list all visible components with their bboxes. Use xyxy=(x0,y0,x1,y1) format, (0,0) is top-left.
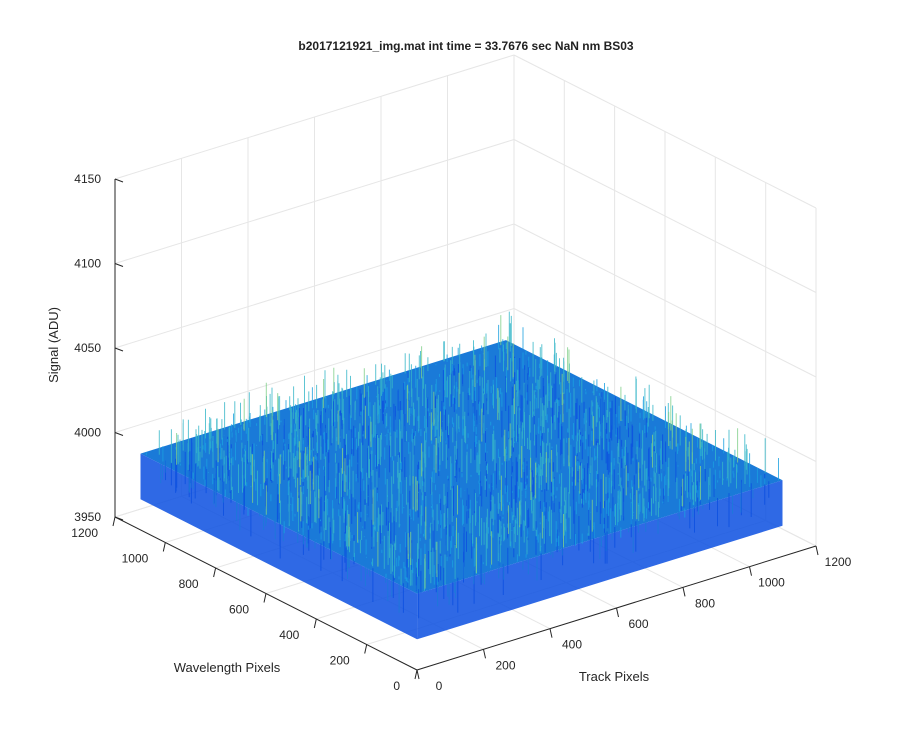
z-tick-mark xyxy=(114,263,124,267)
side-wall-grid-line xyxy=(513,139,817,293)
back-wall-grid-line xyxy=(114,308,515,433)
x-tick-mark xyxy=(416,669,420,680)
x-tick-label: 1000 xyxy=(758,576,785,590)
axis-lines xyxy=(112,178,819,680)
y-axis-label: Wavelength Pixels xyxy=(174,660,281,675)
x-tick-label: 400 xyxy=(562,638,582,652)
y-tick-mark xyxy=(263,593,267,603)
z-tick-mark xyxy=(114,347,124,352)
x-tick-label: 200 xyxy=(495,658,515,672)
z-tick-mark xyxy=(114,432,124,436)
side-wall-grid-line xyxy=(513,223,817,378)
back-wall-grid-line xyxy=(114,223,515,349)
z-tick-label: 4050 xyxy=(74,341,101,355)
z-tick-label: 4150 xyxy=(74,172,101,186)
z-tick-label: 4100 xyxy=(74,257,101,271)
x-tick-label: 0 xyxy=(436,679,443,693)
x-tick-mark xyxy=(616,607,619,618)
x-tick-label: 600 xyxy=(628,617,648,631)
surface xyxy=(140,311,783,640)
tick-labels: 0 200 400 600 800 1000 1200 0 200 400 600 800 1000 12… xyxy=(71,172,851,693)
surface-side xyxy=(417,480,783,640)
side-wall-grid-line xyxy=(513,54,817,209)
x-tick-mark xyxy=(682,587,686,597)
y-tick-mark xyxy=(213,567,217,578)
surface-noise xyxy=(158,311,766,591)
x-axis-label: Track Pixels xyxy=(579,669,650,684)
z-tick-mark xyxy=(114,516,124,521)
y-tick-label: 200 xyxy=(330,654,350,668)
y-tick-mark xyxy=(364,644,368,654)
y-tick-label: 800 xyxy=(179,577,199,591)
y-tick-label: 0 xyxy=(393,679,400,693)
back-wall-grid-line xyxy=(114,54,515,180)
surface-noise xyxy=(176,315,739,589)
surface-side xyxy=(140,453,418,640)
x-tick-mark xyxy=(749,566,752,576)
back-wall-grid-line xyxy=(114,139,515,264)
x-tick-label: 1200 xyxy=(825,555,852,569)
y-tick-label: 1200 xyxy=(71,526,98,540)
y-tick-mark xyxy=(162,542,166,552)
z-tick-label: 4000 xyxy=(74,426,101,440)
side-wall-grid-line xyxy=(513,308,817,462)
y-tick-label: 1000 xyxy=(122,552,149,566)
x-tick-label: 800 xyxy=(695,596,715,610)
y-tick-label: 400 xyxy=(279,628,299,642)
y-tick-label: 600 xyxy=(229,603,249,617)
z-axis-label: Signal (ADU) xyxy=(46,307,61,383)
y-tick-mark xyxy=(112,516,116,527)
chart-title: b2017121921_img.mat int time = 33.7676 s… xyxy=(298,39,634,53)
x-tick-mark xyxy=(815,545,819,556)
z-tick-label: 3950 xyxy=(74,510,101,524)
y-tick-mark xyxy=(313,618,317,629)
y-tick-mark xyxy=(414,669,418,680)
x-tick-mark xyxy=(483,649,486,659)
x-tick-mark xyxy=(549,628,553,638)
z-tick-mark xyxy=(114,178,124,183)
